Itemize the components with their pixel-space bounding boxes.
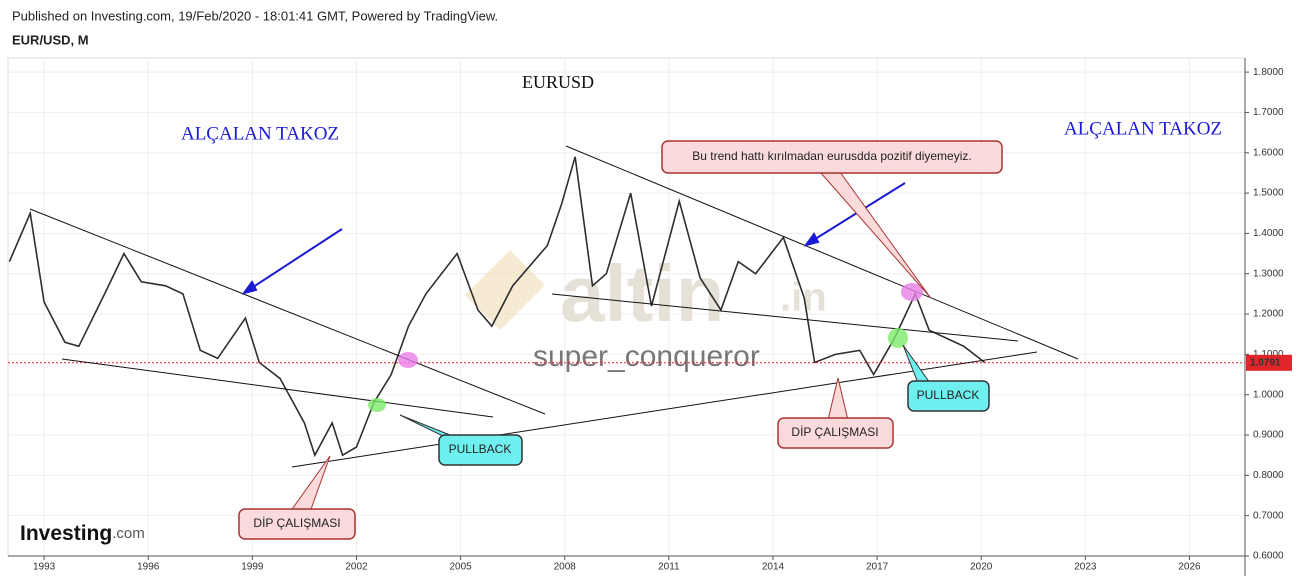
y-tick-label: 1.1000 — [1253, 349, 1284, 360]
y-tick-label: 1.5000 — [1253, 188, 1284, 199]
callout — [907, 380, 990, 412]
trend-line — [551, 293, 1019, 342]
logo-name: Investing — [20, 522, 112, 545]
callout-text: DİP ÇALIŞMASI — [253, 516, 340, 530]
x-tick-label: 2002 — [345, 562, 368, 573]
watermark-author: super_conqueror — [533, 340, 760, 373]
y-tick-label: 1.6000 — [1253, 147, 1284, 158]
watermark-icon — [465, 250, 545, 330]
watermark-brand: altin — [560, 249, 724, 338]
highlight — [368, 398, 386, 412]
y-tick-label: 1.4000 — [1253, 228, 1284, 239]
trend-line — [565, 145, 1079, 360]
trend-line — [29, 208, 546, 415]
trend-line — [61, 358, 494, 418]
y-tick-label: 0.8000 — [1253, 470, 1284, 481]
x-tick-label: 2011 — [658, 562, 680, 573]
callout — [661, 140, 1003, 174]
callout-text: DİP ÇALIŞMASI — [791, 425, 878, 439]
callout — [777, 417, 894, 449]
callout — [238, 508, 356, 540]
x-tick-label: 1999 — [241, 562, 264, 573]
x-tick-label: 2014 — [762, 562, 785, 573]
callout — [438, 434, 523, 466]
y-tick-label: 0.7000 — [1253, 510, 1284, 521]
callout-text: PULLBACK — [917, 388, 980, 402]
y-tick-label: 1.7000 — [1253, 107, 1284, 118]
current-price-label: 1.0791 — [1250, 357, 1281, 368]
y-tick-label: 0.6000 — [1253, 551, 1284, 562]
logo-suffix: .com — [112, 525, 145, 542]
highlights — [368, 283, 923, 412]
highlight — [888, 328, 908, 348]
x-tick-label: 2020 — [970, 562, 993, 573]
y-tick-label: 0.9000 — [1253, 430, 1284, 441]
published-note: Published on Investing.com, 19/Feb/2020 … — [12, 8, 498, 23]
arrow — [249, 228, 343, 290]
x-tick-label: 2023 — [1074, 562, 1097, 573]
y-tick-label: 1.2000 — [1253, 309, 1284, 320]
chart-title: EURUSD — [522, 72, 594, 92]
axes: 0.6000 0.7000 0.8000 0.9000 1.0000 1.1000 1.20… — [8, 58, 1292, 576]
annotation: ALÇALAN TAKOZ — [1064, 118, 1222, 139]
highlight — [901, 283, 923, 301]
symbol: EUR/USD, M — [12, 32, 89, 47]
x-tick-label: 2017 — [866, 562, 889, 573]
highlight — [398, 352, 418, 368]
arrowhead — [803, 232, 820, 247]
logo: Investing.com — [20, 522, 145, 545]
x-tick-label: 2008 — [554, 562, 577, 573]
y-tick-label: 1.8000 — [1253, 67, 1284, 78]
arrowhead — [241, 280, 258, 295]
x-tick-label: 1996 — [137, 562, 160, 573]
price-line — [8, 156, 986, 458]
current-price-tag — [1246, 354, 1292, 371]
y-tick-label: 1.0000 — [1253, 389, 1284, 400]
x-tick-label: 2026 — [1178, 562, 1201, 573]
y-tick-label: 1.3000 — [1253, 268, 1284, 279]
x-tick-label: 2005 — [449, 562, 472, 573]
callout-text: Bu trend hattı kırılmadan eurusdda pozit… — [692, 149, 971, 163]
annotation: ALÇALAN TAKOZ — [181, 123, 339, 144]
plot — [8, 156, 1245, 458]
x-tick-label: 1993 — [33, 562, 56, 573]
callout-text: PULLBACK — [449, 442, 512, 456]
